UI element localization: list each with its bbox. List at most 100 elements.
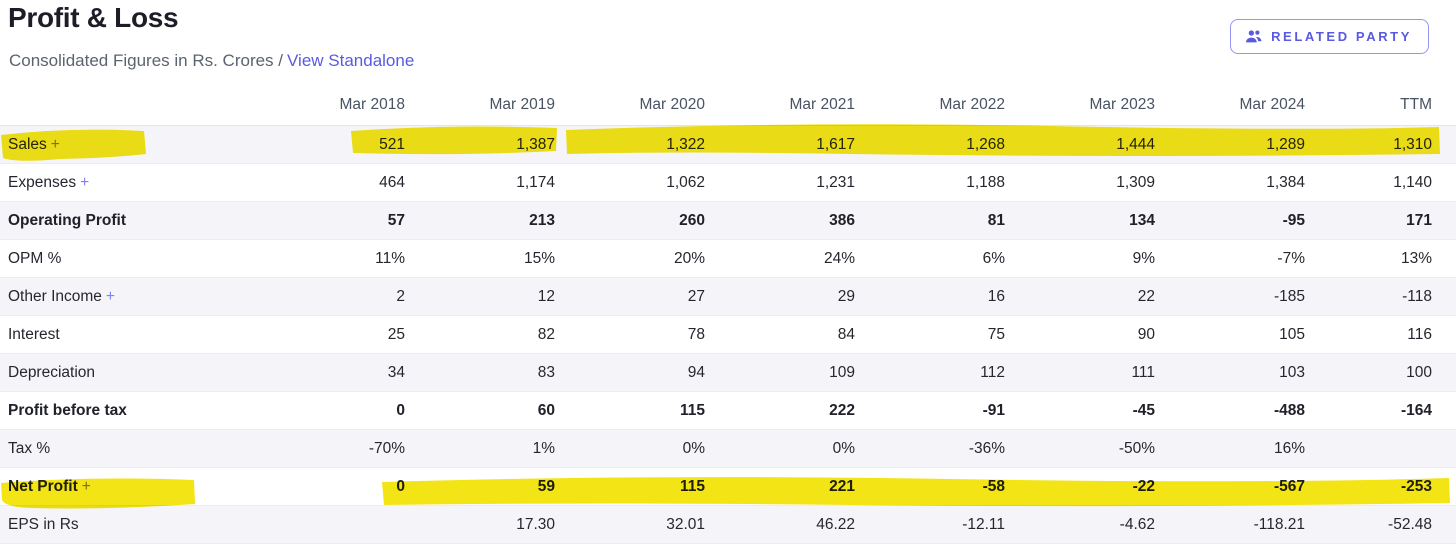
cell: 24%	[705, 239, 855, 278]
cell: -4.62	[1005, 505, 1155, 544]
table-row: Depreciation 34 83 94 109 112 111 103 100	[0, 353, 1456, 392]
cell: -118	[1305, 277, 1456, 316]
cell: 27	[555, 277, 705, 316]
subtitle: Consolidated Figures in Rs. Crores / View…	[9, 51, 414, 71]
cell: -22	[1005, 467, 1155, 506]
related-party-label: RELATED PARTY	[1271, 29, 1412, 44]
cell: 94	[555, 353, 705, 392]
cell: -164	[1305, 391, 1456, 430]
row-label-text: EPS in Rs	[8, 516, 79, 533]
view-standalone-link[interactable]: View Standalone	[287, 51, 415, 70]
column-header: Mar 2018	[255, 88, 405, 126]
cell: 260	[555, 201, 705, 240]
cell: 386	[705, 201, 855, 240]
cell: 78	[555, 315, 705, 354]
cell: 221	[705, 467, 855, 506]
cell: 1,268	[855, 125, 1005, 164]
cell: 75	[855, 315, 1005, 354]
cell: 16	[855, 277, 1005, 316]
cell: 0	[255, 467, 405, 506]
cell: 171	[1305, 201, 1456, 240]
cell: 82	[405, 315, 555, 354]
row-label: Operating Profit	[0, 201, 255, 240]
cell: 112	[855, 353, 1005, 392]
table-row: Profit before tax 0 60 115 222 -91 -45 -488 -164	[0, 391, 1456, 430]
cell	[1305, 429, 1456, 468]
expand-plus[interactable]: +	[81, 478, 91, 495]
cell: 15%	[405, 239, 555, 278]
row-label: EPS in Rs	[0, 505, 255, 544]
cell: -91	[855, 391, 1005, 430]
table-row: Operating Profit 57 213 260 386 81 134 -95 171	[0, 201, 1456, 240]
table-row: Sales +521 1,387 1,322 1,617 1,268 1,444 1,289 1…	[0, 125, 1456, 164]
row-label-text: Tax %	[8, 440, 51, 457]
cell: 83	[405, 353, 555, 392]
column-header: Mar 2019	[405, 88, 555, 126]
cell: 0	[255, 391, 405, 430]
cell: 0%	[705, 429, 855, 468]
cell: 81	[855, 201, 1005, 240]
table-row: Interest 25 82 78 84 75 90 105 116	[0, 315, 1456, 354]
cell: -488	[1155, 391, 1305, 430]
related-party-button[interactable]: RELATED PARTY	[1230, 19, 1429, 54]
cell: 11%	[255, 239, 405, 278]
row-label: Tax %	[0, 429, 255, 468]
subtitle-text: Consolidated Figures in Rs. Crores /	[9, 51, 284, 70]
row-label-text: Operating Profit	[8, 212, 126, 229]
cell: -118.21	[1155, 505, 1305, 544]
column-header: Mar 2022	[855, 88, 1005, 126]
cell: -95	[1155, 201, 1305, 240]
cell: 59	[405, 467, 555, 506]
cell: -185	[1155, 277, 1305, 316]
cell: 1,062	[555, 163, 705, 202]
cell: 17.30	[405, 505, 555, 544]
expand-plus[interactable]: +	[50, 136, 60, 153]
cell: 1,310	[1305, 125, 1456, 164]
cell: -12.11	[855, 505, 1005, 544]
cell: 29	[705, 277, 855, 316]
table-body: Sales +521 1,387 1,322 1,617 1,268 1,444 1,289 1…	[0, 125, 1456, 544]
row-label: Interest	[0, 315, 255, 354]
cell: 22	[1005, 277, 1155, 316]
table-row: Other Income +2 12 27 29 16 22 -185 -118	[0, 277, 1456, 316]
row-label: Depreciation	[0, 353, 255, 392]
table-row: Tax % -70% 1% 0% 0% -36% -50% 16%	[0, 429, 1456, 468]
cell: 115	[555, 391, 705, 430]
expand-plus[interactable]: +	[105, 288, 115, 305]
cell: 1,384	[1155, 163, 1305, 202]
cell: 46.22	[705, 505, 855, 544]
cell: -45	[1005, 391, 1155, 430]
cell: -7%	[1155, 239, 1305, 278]
cell: 25	[255, 315, 405, 354]
table-row: EPS in Rs 17.30 32.01 46.22 -12.11 -4.62 -118.…	[0, 505, 1456, 544]
column-header: TTM	[1305, 88, 1456, 126]
row-label: Other Income +	[0, 277, 255, 316]
cell: 57	[255, 201, 405, 240]
row-label: OPM %	[0, 239, 255, 278]
cell: 32.01	[555, 505, 705, 544]
expand-plus[interactable]: +	[80, 174, 90, 191]
row-label-text: Expenses	[8, 174, 77, 191]
cell: 111	[1005, 353, 1155, 392]
header-row: Mar 2018 Mar 2019 Mar 2020 Mar 2021 Mar 2022…	[0, 88, 1456, 126]
cell: 115	[555, 467, 705, 506]
cell: 2	[255, 277, 405, 316]
pl-table: Mar 2018 Mar 2019 Mar 2020 Mar 2021 Mar 2022…	[0, 88, 1456, 544]
table-row: OPM % 11% 15% 20% 24% 6% 9% -7% 13%	[0, 239, 1456, 278]
cell: -52.48	[1305, 505, 1456, 544]
row-label-text: Sales	[8, 136, 47, 153]
cell: 103	[1155, 353, 1305, 392]
cell: 1,140	[1305, 163, 1456, 202]
row-label-text: OPM %	[8, 250, 62, 267]
cell: 1,231	[705, 163, 855, 202]
row-label-text: Interest	[8, 326, 60, 343]
cell: -58	[855, 467, 1005, 506]
cell: 13%	[1305, 239, 1456, 278]
row-label: Expenses +	[0, 163, 255, 202]
row-label-text: Other Income	[8, 288, 102, 305]
cell: 109	[705, 353, 855, 392]
cell: 116	[1305, 315, 1456, 354]
cell: 464	[255, 163, 405, 202]
column-header: Mar 2024	[1155, 88, 1305, 126]
cell: 1,322	[555, 125, 705, 164]
